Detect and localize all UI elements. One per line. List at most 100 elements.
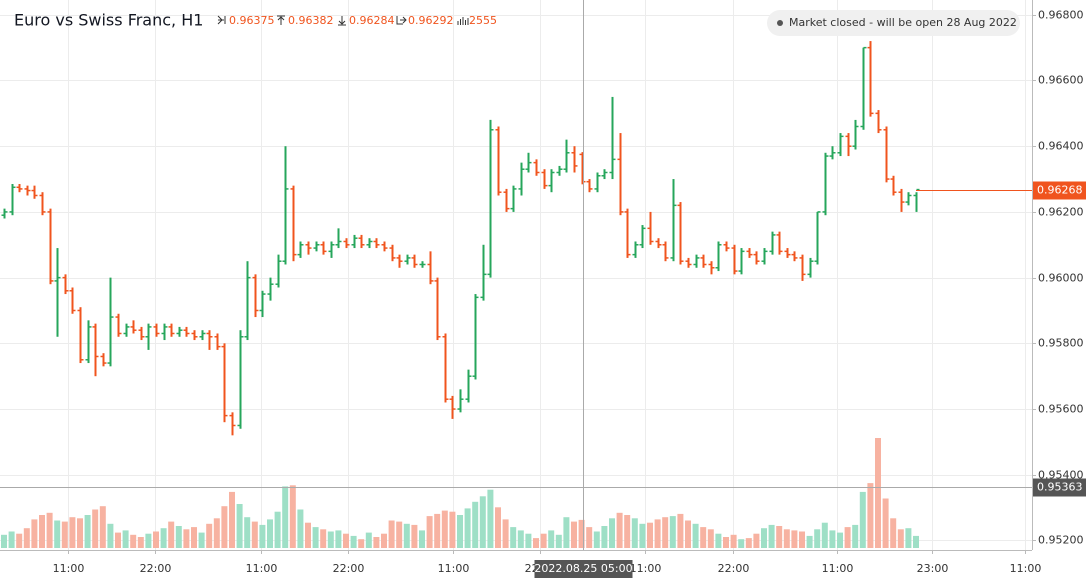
- volume-bar: [647, 522, 653, 548]
- volume-bar: [244, 517, 251, 548]
- legend-high: 0.96382: [288, 14, 334, 27]
- y-tick-label: 0.96200: [1038, 206, 1084, 219]
- volume-bar: [251, 521, 258, 548]
- volume-bar: [54, 520, 61, 548]
- last-price-label: 0.96268: [1037, 184, 1083, 197]
- legend-low: 0.96284: [349, 14, 395, 27]
- volume-bar: [274, 511, 281, 548]
- legend-volume: 2555: [469, 14, 497, 27]
- volume-bar: [221, 506, 228, 548]
- y-tick-label: 0.95200: [1038, 534, 1084, 547]
- volume-bar: [297, 509, 304, 548]
- volume-bar: [707, 529, 714, 548]
- notice-text: Market closed - will be open 28 Aug 2022: [789, 16, 1017, 29]
- volume-bar: [783, 529, 790, 548]
- volume-bar: [890, 518, 897, 548]
- notice-badge: [767, 10, 1020, 36]
- volume-bar: [669, 516, 676, 548]
- volume-bar: [327, 531, 334, 548]
- volume-bar: [175, 526, 182, 548]
- volume-bar: [153, 531, 159, 548]
- volume-bar: [821, 522, 828, 548]
- volume-bar: [525, 533, 532, 548]
- volume-bar: [510, 527, 517, 548]
- volume-bar: [388, 520, 395, 548]
- y-tick-label: 0.95600: [1038, 403, 1084, 416]
- volume-bar: [533, 538, 539, 548]
- volume-bar: [419, 530, 425, 548]
- volume-bar: [84, 515, 91, 548]
- volume-bar: [859, 491, 866, 548]
- x-tick-label: 11:00: [246, 562, 278, 575]
- legend-icon: [396, 16, 407, 25]
- volume-bar: [502, 519, 509, 548]
- volume-bar: [730, 534, 737, 548]
- volume-bar: [882, 498, 889, 548]
- volume-bar: [776, 526, 783, 548]
- volume-bar: [61, 521, 68, 548]
- y-tick-label: 0.96600: [1038, 74, 1084, 87]
- volume-bar: [555, 534, 562, 548]
- volume-bar: [99, 506, 106, 548]
- volume-bar: [753, 533, 760, 548]
- volume-bar: [426, 516, 433, 548]
- volume-bar: [723, 537, 729, 548]
- volume-bar: [852, 524, 859, 548]
- volume-bar: [365, 532, 372, 548]
- volume-bar: [814, 529, 821, 548]
- volume-bar: [578, 519, 585, 548]
- volume-bar: [396, 521, 403, 548]
- last-price-box: [1033, 181, 1086, 200]
- volume-bar: [738, 539, 745, 548]
- legend-close: 0.96292: [408, 14, 454, 27]
- volume-pane: [1, 438, 919, 548]
- legend-open: 0.96375: [229, 14, 275, 27]
- volume-bar: [198, 532, 205, 548]
- volume-bar: [213, 518, 220, 548]
- crosshair-price-box: [1033, 478, 1086, 497]
- legend-icon: [338, 16, 346, 26]
- volume-bar: [305, 522, 311, 548]
- volume-bar: [867, 483, 874, 548]
- volume-bar: [639, 523, 646, 548]
- x-tick-label: 22:00: [333, 562, 365, 575]
- legend-icon: [457, 17, 469, 25]
- volume-bar: [897, 529, 904, 548]
- volume-bar: [259, 524, 266, 548]
- volume-bar: [495, 507, 501, 548]
- volume-bar: [692, 523, 699, 548]
- volume-bar: [806, 535, 813, 548]
- volume-bar: [586, 527, 593, 548]
- x-tick-label: 11:00: [630, 562, 662, 575]
- volume-bar: [677, 513, 684, 548]
- x-tick-label: 11:00: [822, 562, 854, 575]
- volume-bar: [289, 485, 296, 548]
- volume-bar: [107, 523, 114, 548]
- volume-bar: [411, 524, 418, 548]
- volume-bar: [563, 517, 570, 548]
- y-tick-label: 0.96800: [1038, 9, 1084, 22]
- x-tick-label: 11:00: [438, 562, 470, 575]
- volume-bar: [350, 535, 357, 548]
- volume-bar: [685, 520, 691, 548]
- volume-bar: [206, 523, 213, 548]
- volume-bar: [761, 528, 767, 548]
- volume-bar: [844, 527, 851, 548]
- volume-bar: [183, 529, 190, 548]
- x-tick-label: 22:00: [718, 562, 750, 575]
- volume-bar: [487, 489, 494, 548]
- volume-bar: [343, 533, 349, 548]
- notice-dot: [777, 20, 783, 26]
- volume-bar: [479, 496, 486, 548]
- legend-icon: [277, 15, 285, 25]
- crosshair-time-label: 2022.08.25 05:00: [534, 562, 632, 575]
- volume-bar: [191, 527, 197, 548]
- volume-bar: [122, 530, 129, 548]
- volume-bar: [282, 486, 289, 548]
- volume-bar: [403, 523, 410, 548]
- x-tick-label: 22:00: [140, 562, 172, 575]
- volume-bar: [571, 521, 577, 548]
- volume-bar: [601, 526, 608, 548]
- volume-bar: [631, 518, 638, 548]
